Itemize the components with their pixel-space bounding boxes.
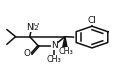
Text: NH: NH	[26, 23, 39, 32]
Text: CH₃: CH₃	[59, 47, 74, 56]
Text: CH₃: CH₃	[47, 55, 62, 64]
Text: O: O	[24, 49, 31, 58]
Text: Cl: Cl	[87, 16, 96, 25]
Polygon shape	[63, 37, 67, 47]
Text: N: N	[51, 41, 58, 50]
Text: 2: 2	[34, 25, 39, 31]
